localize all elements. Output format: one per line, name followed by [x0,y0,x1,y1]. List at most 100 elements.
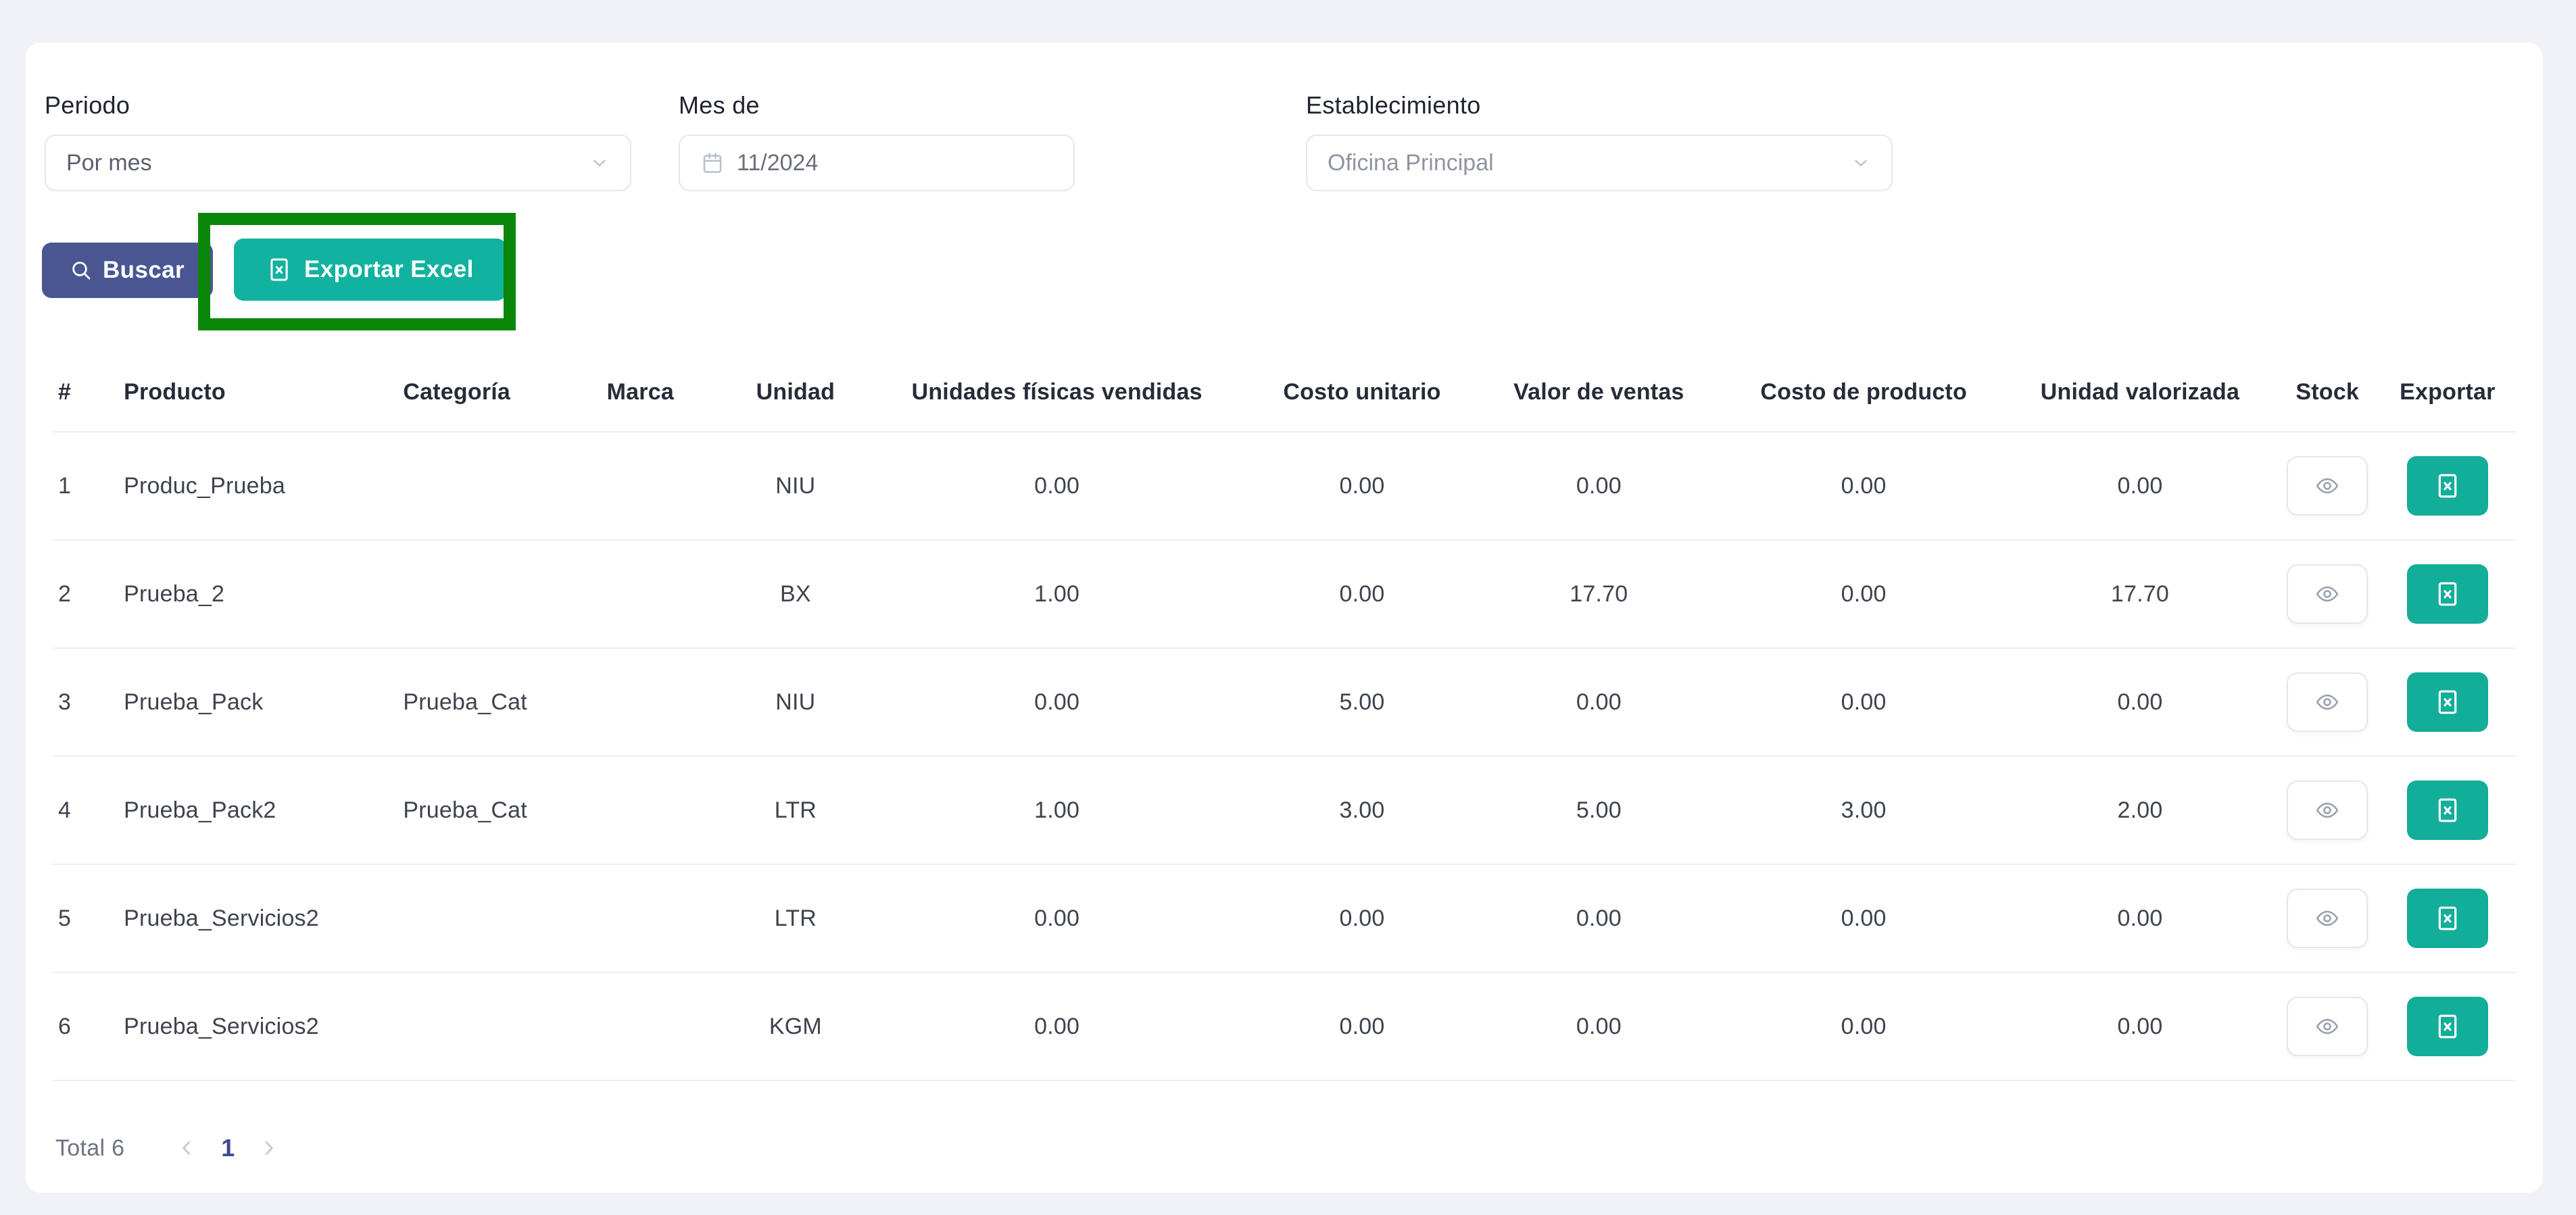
cell-costo-producto: 0.00 [1722,864,2005,973]
cell-categoria [397,432,602,541]
periodo-select[interactable]: Por mes [45,134,631,191]
exportar-excel-button[interactable]: Exportar Excel [234,239,506,301]
cell-exportar [2379,432,2516,541]
mes-de-input[interactable]: 11/2024 [679,134,1075,191]
establecimiento-select[interactable]: Oficina Principal [1306,134,1893,191]
cell-categoria: Prueba_Cat [397,756,602,865]
cell-unidad-valorizada: 17.70 [2004,540,2276,649]
excel-file-icon [2438,582,2457,606]
cell-unidad-valorizada: 0.00 [2004,432,2276,541]
cell-valor-ventas: 5.00 [1474,756,1723,865]
row-export-excel-button[interactable] [2406,997,2488,1056]
cell-exportar [2379,864,2516,973]
stock-view-button[interactable] [2287,997,2368,1056]
cell-unidad: BX [726,540,865,649]
row-export-excel-button[interactable] [2406,456,2488,516]
cell-unidades-fisicas: 1.00 [864,756,1250,865]
column-header-valor-de-ventas: Valor de ventas [1474,360,1723,432]
table-row: 1 Produc_Prueba NIU 0.00 0.00 0.00 0.00 0.00 [53,432,2516,541]
stock-view-button[interactable] [2287,564,2368,624]
cell-unidad-valorizada: 0.00 [2004,972,2276,1081]
cell-num: 6 [53,972,119,1081]
cell-unidades-fisicas: 0.00 [864,648,1250,757]
total-count: Total 6 [55,1135,125,1161]
cell-costo-producto: 0.00 [1722,540,2005,649]
column-header-unidades-fisicas-vendidas: Unidades físicas vendidas [864,360,1250,432]
establecimiento-label: Establecimiento [1306,91,1481,119]
cell-stock [2275,972,2379,1081]
cell-stock [2275,432,2379,541]
cell-costo-unitario: 3.00 [1249,756,1475,865]
cell-categoria: Prueba_Cat [397,648,602,757]
filter-establecimiento: Establecimiento Oficina Principal [1306,91,1893,191]
column-header-exportar: Exportar [2379,360,2516,432]
cell-costo-producto: 3.00 [1722,756,2005,865]
stock-view-button[interactable] [2287,672,2368,732]
cell-marca [601,864,727,973]
eye-icon [2316,478,2339,494]
cell-stock [2275,648,2379,757]
row-export-excel-button[interactable] [2406,780,2488,840]
search-icon [70,259,92,281]
excel-file-icon [266,257,292,282]
cell-unidad: NIU [726,432,865,541]
cell-valor-ventas: 0.00 [1474,864,1723,973]
cell-unidades-fisicas: 1.00 [864,540,1250,649]
row-export-excel-button[interactable] [2406,672,2488,732]
cell-producto: Prueba_Pack2 [118,756,398,865]
table-header-row: # Producto Categoría Marca Unidad Unidades fí… [53,360,2516,432]
cell-producto: Prueba_Servicios2 [118,972,398,1081]
excel-file-icon [2438,906,2457,931]
eye-icon [2316,802,2339,818]
cell-marca [601,540,727,649]
stock-view-button[interactable] [2287,889,2368,948]
exportar-excel-label: Exportar Excel [304,256,474,282]
cell-unidad: KGM [726,972,865,1081]
column-header-unidad-valorizada: Unidad valorizada [2004,360,2276,432]
cell-marca [601,432,727,541]
cell-stock [2275,540,2379,649]
cell-unidad: LTR [726,864,865,973]
page-number-1[interactable]: 1 [204,1128,251,1168]
column-header-stock: Stock [2275,360,2379,432]
cell-num: 4 [53,756,119,865]
table-row: 4 Prueba_Pack2 Prueba_Cat LTR 1.00 3.00 5.00 3.… [53,756,2516,865]
cell-costo-producto: 0.00 [1722,648,2005,757]
eye-icon [2316,694,2339,710]
products-table: # Producto Categoría Marca Unidad Unidades fí… [53,360,2516,1081]
column-header-costo-de-producto: Costo de producto [1722,360,2005,432]
cell-unidades-fisicas: 0.00 [864,432,1250,541]
cell-stock [2275,864,2379,973]
cell-marca [601,756,727,865]
next-page-button[interactable] [251,1128,287,1168]
periodo-label: Periodo [45,91,130,119]
cell-costo-producto: 0.00 [1722,972,2005,1081]
row-export-excel-button[interactable] [2406,564,2488,624]
chevron-right-icon [258,1137,281,1160]
column-header-producto: Producto [118,360,398,432]
cell-producto: Prueba_2 [118,540,398,649]
column-header-unidad: Unidad [726,360,865,432]
cell-costo-unitario: 0.00 [1249,432,1475,541]
cell-unidades-fisicas: 0.00 [864,864,1250,973]
stock-view-button[interactable] [2287,456,2368,516]
column-header-costo-unitario: Costo unitario [1249,360,1475,432]
cell-categoria [397,540,602,649]
buscar-button[interactable]: Buscar [42,243,214,298]
table-row: 2 Prueba_2 BX 1.00 0.00 17.70 0.00 17.70 [53,540,2516,649]
excel-file-icon [2438,798,2457,822]
cell-unidad-valorizada: 2.00 [2004,756,2276,865]
cell-producto: Prueba_Servicios2 [118,864,398,973]
row-export-excel-button[interactable] [2406,889,2488,948]
chevron-down-icon [1851,153,1871,173]
cell-unidad: LTR [726,756,865,865]
pagination: Total 6 1 [55,1128,287,1168]
filter-mes-de: Mes de 11/2024 [679,91,1075,191]
excel-file-icon [2438,474,2457,498]
buscar-label: Buscar [103,257,185,283]
cell-valor-ventas: 0.00 [1474,432,1723,541]
cell-unidad-valorizada: 0.00 [2004,864,2276,973]
stock-view-button[interactable] [2287,780,2368,840]
cell-costo-unitario: 0.00 [1249,540,1475,649]
prev-page-button[interactable] [169,1128,204,1168]
